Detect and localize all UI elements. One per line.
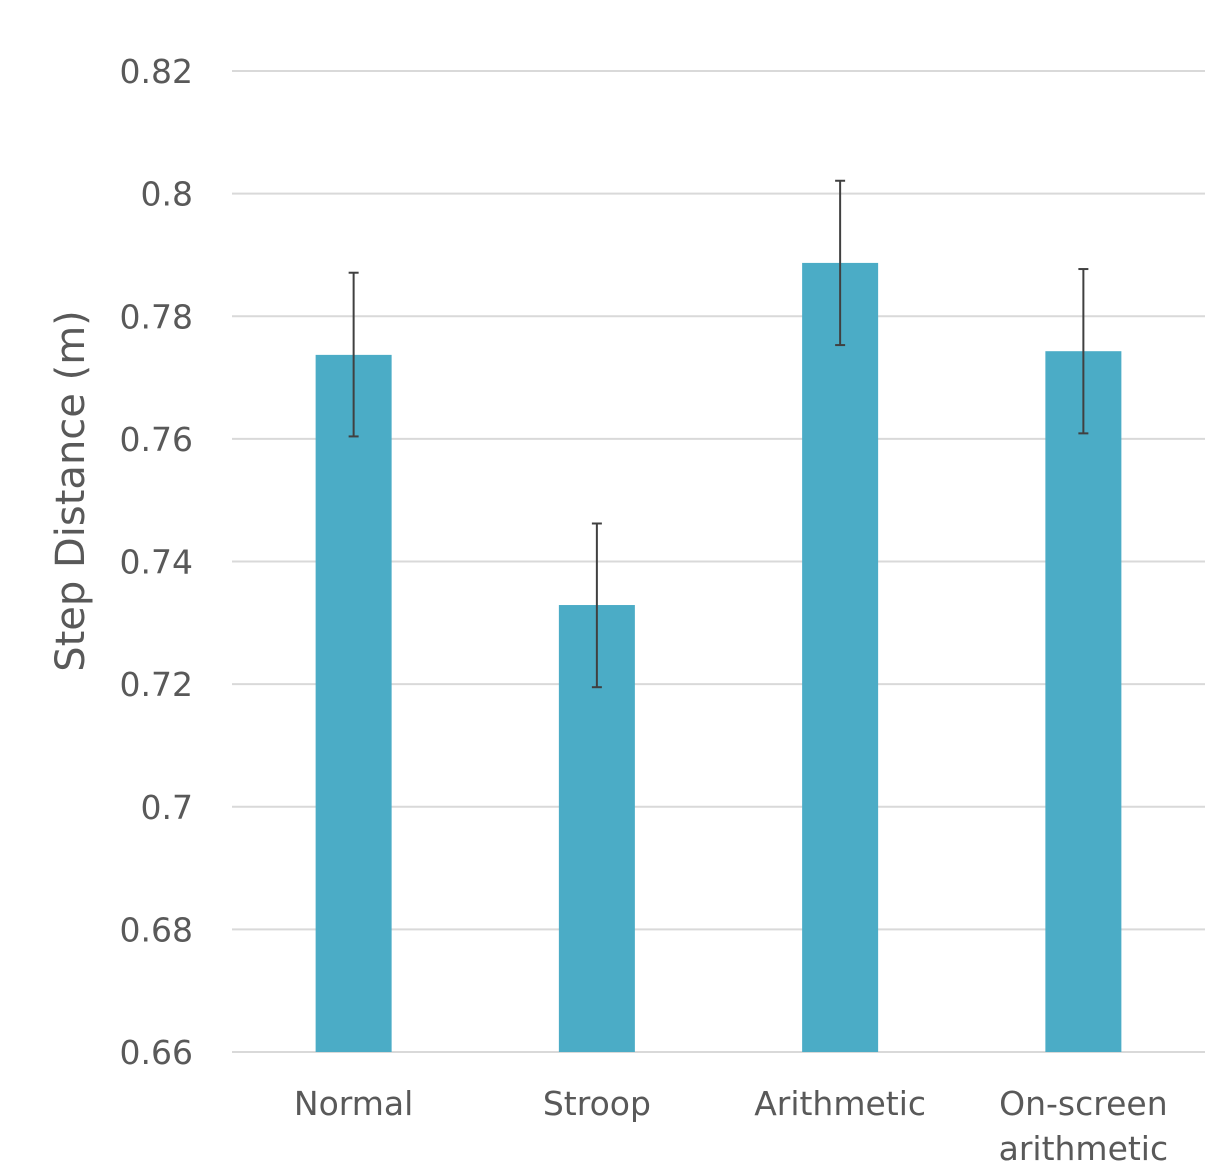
x-tick-labels: Normal Stroop Arithmetic On-screen arithmeti… bbox=[294, 1084, 1168, 1164]
x-tick-label-line: arithmetic bbox=[999, 1129, 1169, 1164]
x-tick-label-line: On-screen bbox=[999, 1084, 1168, 1123]
y-tick-label: 0.68 bbox=[120, 910, 193, 949]
x-tick-label: On-screen arithmetic bbox=[999, 1084, 1169, 1164]
y-tick-label: 0.78 bbox=[120, 297, 193, 336]
y-tick-label: 0.76 bbox=[120, 420, 193, 459]
gridlines bbox=[232, 70, 1205, 1053]
bar bbox=[315, 354, 392, 1053]
x-tick-label: Normal bbox=[294, 1084, 413, 1123]
bar bbox=[802, 262, 879, 1053]
x-tick-label-line: Stroop bbox=[543, 1084, 651, 1123]
x-tick-label-line: Normal bbox=[294, 1084, 413, 1123]
bars bbox=[315, 262, 1122, 1053]
error-bars bbox=[348, 179, 1089, 689]
x-tick-label: Stroop bbox=[543, 1084, 651, 1123]
y-tick-label: 0.66 bbox=[120, 1033, 193, 1072]
y-tick-label: 0.8 bbox=[141, 175, 193, 214]
y-axis-title: Step Distance (m) bbox=[48, 310, 94, 672]
y-tick-labels: 0.66 0.68 0.7 0.72 0.74 0.76 0.78 0.8 0.82 bbox=[120, 52, 193, 1072]
y-tick-label: 0.82 bbox=[120, 52, 193, 91]
x-tick-label: Arithmetic bbox=[754, 1084, 926, 1123]
y-tick-label: 0.74 bbox=[120, 543, 193, 582]
x-tick-label-line: Arithmetic bbox=[754, 1084, 926, 1123]
y-tick-label: 0.72 bbox=[120, 665, 193, 704]
y-tick-label: 0.7 bbox=[141, 788, 193, 827]
bar bbox=[1045, 351, 1122, 1052]
